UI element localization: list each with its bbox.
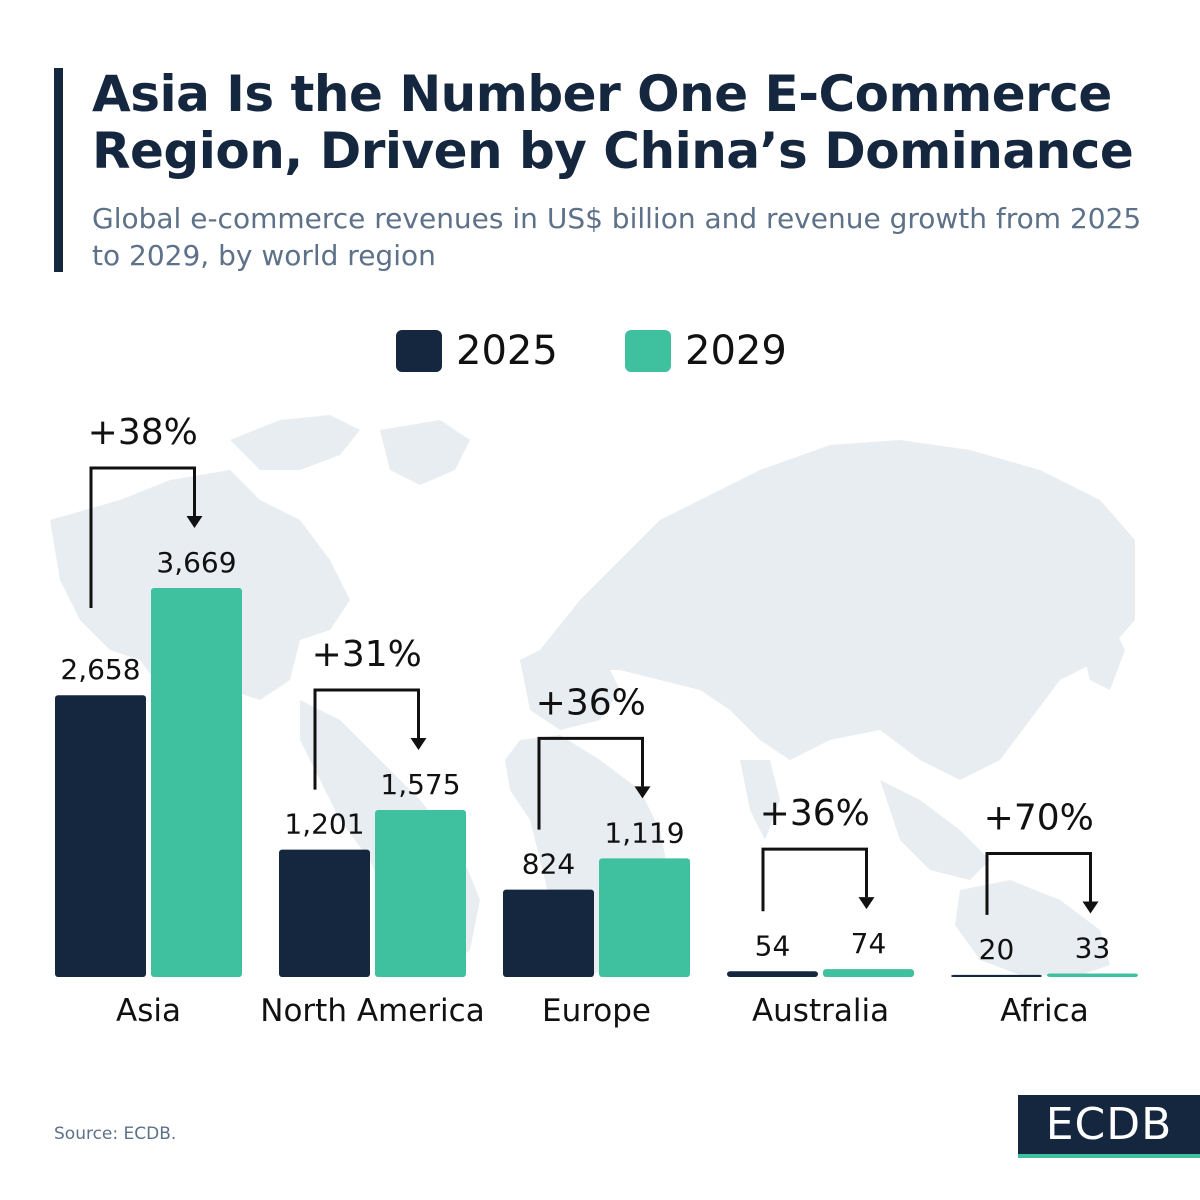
growth-bracket-asia	[89, 466, 196, 608]
bar-australia-2025	[727, 971, 818, 977]
value-label-asia-2025: 2,658	[60, 653, 140, 686]
growth-arrowhead-north-america	[410, 738, 427, 751]
bar-north-america-2025	[279, 849, 370, 977]
legend: 2025 2029	[0, 326, 1200, 376]
bar-europe-2029	[599, 858, 690, 977]
category-labels-layer: Asia North America Europe Australia Africa	[116, 993, 1089, 1029]
value-label-africa-2029: 33	[1075, 932, 1111, 965]
bar-africa-2025	[951, 974, 1042, 977]
chart-subtitle: Global e-commerce revenues in US$ billio…	[92, 202, 1142, 272]
bars-layer	[55, 588, 1138, 977]
source-note: Source: ECDB.	[54, 1124, 177, 1144]
value-label-australia-2025: 54	[755, 929, 791, 962]
growth-arrowhead-australia	[858, 897, 875, 910]
title-accent-bar	[54, 68, 63, 272]
category-label-australia: Australia	[752, 993, 889, 1029]
growth-label-asia: +38%	[88, 412, 198, 453]
category-label-asia: Asia	[116, 993, 181, 1029]
growth-arrowhead-asia	[186, 516, 203, 528]
growth-arrowhead-africa	[1082, 901, 1099, 914]
bar-africa-2029	[1047, 973, 1138, 977]
growth-bracket-australia	[761, 847, 868, 912]
growth-label-north-america: +31%	[312, 634, 422, 675]
value-label-africa-2025: 20	[979, 933, 1015, 966]
growth-label-europe: +36%	[536, 682, 646, 723]
growth-annotations-layer: +38% +31% +36% +36% +70%	[88, 412, 1099, 915]
value-label-europe-2029: 1,119	[604, 816, 684, 849]
value-label-north-america-2029: 1,575	[380, 768, 460, 801]
category-label-africa: Africa	[1000, 993, 1088, 1029]
chart-title: Asia Is the Number One E-Commerce Region…	[92, 65, 1134, 180]
bar-asia-2025	[55, 695, 146, 977]
legend-label-2025: 2025	[456, 328, 558, 374]
growth-label-africa: +70%	[984, 798, 1094, 839]
legend-swatch-2029	[625, 330, 671, 372]
legend-label-2029: 2029	[685, 328, 787, 374]
category-label-europe: Europe	[542, 993, 651, 1029]
category-label-north-america: North America	[260, 993, 484, 1029]
bar-europe-2025	[503, 889, 594, 977]
bar-north-america-2029	[375, 810, 466, 977]
bar-australia-2029	[823, 969, 914, 977]
legend-item-2029: 2029	[625, 326, 787, 376]
growth-bracket-africa	[985, 852, 1092, 915]
legend-item-2025: 2025	[396, 326, 558, 376]
value-label-north-america-2025: 1,201	[284, 808, 364, 841]
growth-arrowhead-europe	[634, 786, 651, 799]
growth-label-australia: +36%	[760, 793, 870, 834]
growth-bracket-north-america	[313, 688, 420, 790]
growth-bracket-europe	[537, 736, 644, 830]
value-label-europe-2025: 824	[522, 848, 575, 881]
legend-swatch-2025	[396, 330, 442, 372]
bar-asia-2029	[151, 588, 242, 977]
value-label-australia-2029: 74	[851, 927, 887, 960]
value-label-asia-2029: 3,669	[156, 546, 236, 579]
value-labels-layer: 2,658 3,669 1,201 1,575 824 1,119 54 74 20 33	[60, 546, 1110, 966]
ecdb-logo: ECDB	[1018, 1095, 1200, 1158]
